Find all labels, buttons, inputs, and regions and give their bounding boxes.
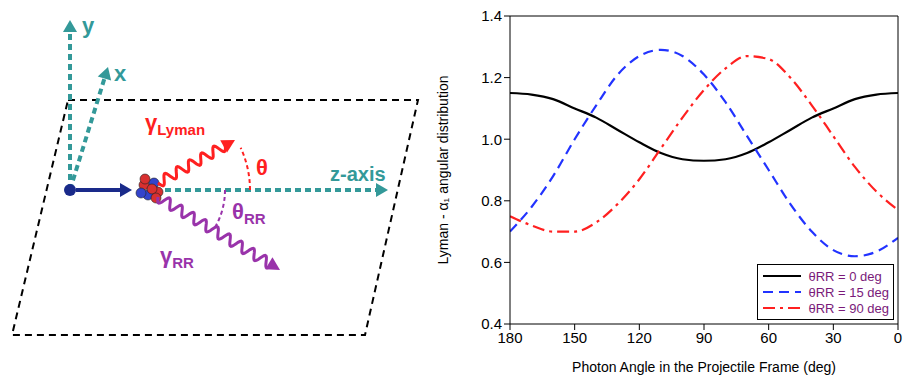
html-text:θRR = 15 deg: θRR = 15 deg	[808, 284, 889, 300]
svg-text:1.4: 1.4	[481, 7, 502, 24]
svg-text:γRR: γRR	[160, 243, 194, 271]
svg-text:θ: θ	[256, 155, 268, 180]
svg-text:150: 150	[562, 329, 587, 346]
svg-text:y: y	[82, 13, 95, 38]
svg-text:1.2: 1.2	[481, 69, 502, 86]
svg-text:0.4: 0.4	[481, 315, 502, 332]
svg-text:0: 0	[894, 329, 902, 346]
svg-text:Lyman - α₁ angular distributio: Lyman - α₁ angular distribution	[435, 76, 451, 265]
svg-text:θRR: θRR	[232, 199, 266, 227]
svg-text:0.6: 0.6	[481, 254, 502, 271]
svg-text:90: 90	[696, 329, 713, 346]
svg-text:120: 120	[627, 329, 652, 346]
svg-text:x: x	[114, 61, 127, 86]
html-text:θRR = 0 deg: θRR = 0 deg	[808, 268, 882, 284]
svg-text:30: 30	[825, 329, 842, 346]
svg-text:γLyman: γLyman	[145, 110, 205, 138]
svg-text:Photon Angle in the Projectile: Photon Angle in the Projectile Frame (de…	[572, 359, 836, 375]
svg-text:60: 60	[760, 329, 777, 346]
svg-text:180: 180	[497, 328, 523, 346]
svg-text:0.8: 0.8	[481, 192, 502, 209]
html-text:θRR = 90 deg: θRR = 90 deg	[808, 300, 889, 316]
svg-text:1.0: 1.0	[481, 131, 502, 148]
svg-text:z-axis: z-axis	[330, 163, 386, 185]
